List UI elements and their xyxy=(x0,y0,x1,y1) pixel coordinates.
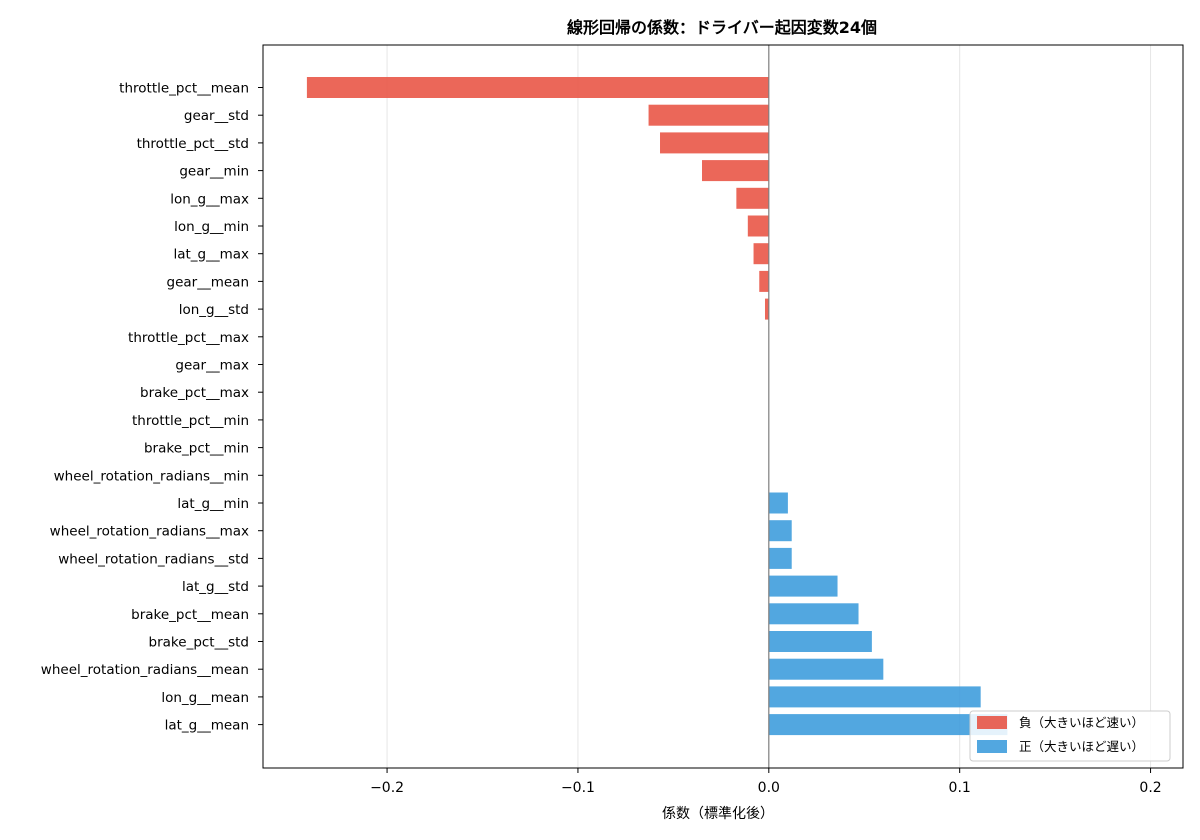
bar-lat-g-min xyxy=(768,492,788,514)
y-tick-label: throttle_pct__min xyxy=(132,413,249,429)
y-tick-label: lon_g__std xyxy=(179,302,249,318)
bars xyxy=(306,77,1008,736)
x-tick-label: −0.2 xyxy=(370,780,404,796)
y-tick-label: throttle_pct__mean xyxy=(119,81,249,97)
y-tick-label: lat_g__std xyxy=(182,579,249,595)
legend-label-negative: 負（大きいほど速い） xyxy=(1019,715,1144,730)
x-tick-label: 0.1 xyxy=(949,780,971,796)
bar-wheel-rotation-radians-max xyxy=(768,520,792,542)
y-tick-label: lat_g__max xyxy=(173,247,249,263)
y-tick-label: brake_pct__min xyxy=(144,441,249,457)
plot-frame xyxy=(262,44,1184,769)
y-tick-label: lon_g__max xyxy=(170,191,249,207)
bar-brake-pct-mean xyxy=(768,603,859,625)
bar-lat-g-mean xyxy=(768,714,1008,736)
x-tick-label: −0.1 xyxy=(561,780,595,796)
y-tick-label: wheel_rotation_radians__std xyxy=(58,551,249,567)
x-tick-label: 0.2 xyxy=(1139,780,1161,796)
x-ticks: −0.2 −0.1 0.0 0.1 0.2 xyxy=(370,768,1162,796)
bar-lon-g-std xyxy=(764,298,769,320)
bar-wheel-rotation-radians-mean xyxy=(768,658,884,680)
x-tick-label: 0.0 xyxy=(758,780,780,796)
y-tick-label: brake_pct__mean xyxy=(131,607,249,623)
bar-lat-g-max xyxy=(753,243,769,265)
x-axis-label: 係数（標準化後） xyxy=(662,806,774,822)
bar-gear-min xyxy=(702,160,769,182)
bar-lon-g-min xyxy=(747,215,769,237)
bar-gear-std xyxy=(648,104,769,126)
y-tick-label: throttle_pct__std xyxy=(137,136,249,152)
bar-lon-g-mean xyxy=(768,686,981,708)
y-tick-label: throttle_pct__max xyxy=(128,330,249,346)
y-tick-label: brake_pct__max xyxy=(140,385,249,401)
bar-throttle-pct-mean xyxy=(306,77,769,98)
y-tick-label: gear__max xyxy=(175,358,249,374)
y-tick-label: wheel_rotation_radians__max xyxy=(50,524,249,540)
y-tick-label: wheel_rotation_radians__min xyxy=(54,468,249,484)
y-tick-label: lon_g__min xyxy=(174,219,249,235)
y-tick-label: gear__min xyxy=(179,164,249,180)
y-tick-label: gear__mean xyxy=(167,274,249,290)
y-tick-label: wheel_rotation_radians__mean xyxy=(41,662,249,678)
legend-swatch-positive xyxy=(977,740,1007,753)
bar-lat-g-std xyxy=(768,575,838,597)
y-tick-label: lat_g__min xyxy=(177,496,249,512)
legend-label-positive: 正（大きいほど遅い） xyxy=(1019,739,1144,754)
y-tick-label: lon_g__mean xyxy=(161,690,249,706)
bar-lon-g-max xyxy=(736,187,769,209)
chart-title: 線形回帰の係数：ドライバー起因変数24個 xyxy=(567,18,877,37)
bar-gear-mean xyxy=(759,270,769,292)
y-tick-label: gear__std xyxy=(184,108,249,124)
y-tick-label: brake_pct__std xyxy=(149,635,249,651)
bar-brake-pct-std xyxy=(768,631,872,652)
legend: 負（大きいほど速い） 正（大きいほど遅い） xyxy=(969,710,1171,762)
y-tick-label: lat_g__mean xyxy=(165,718,249,734)
y-tick-labels: throttle_pct__mean gear__std throttle_pct_… xyxy=(41,81,263,734)
bar-throttle-pct-std xyxy=(660,132,769,154)
legend-box xyxy=(969,710,1171,762)
legend-swatch-negative xyxy=(977,716,1007,729)
bar-wheel-rotation-radians-std xyxy=(768,547,792,569)
